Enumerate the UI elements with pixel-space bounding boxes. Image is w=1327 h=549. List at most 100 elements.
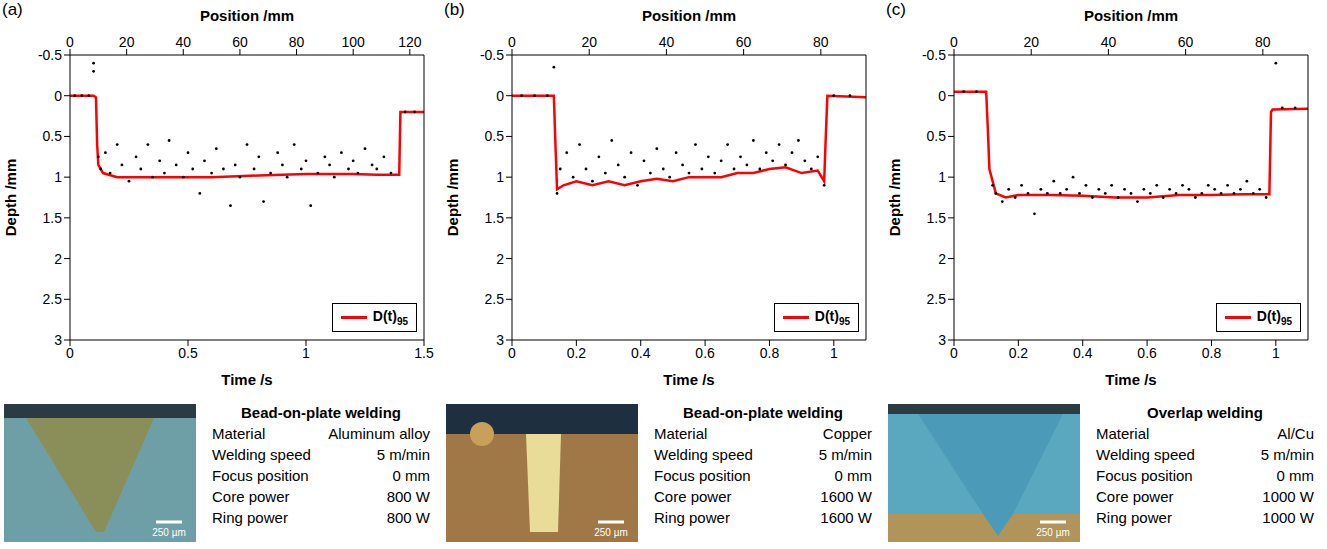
- svg-text:0: 0: [508, 34, 516, 50]
- svg-text:3: 3: [496, 332, 504, 348]
- svg-text:1.5: 1.5: [927, 210, 947, 226]
- svg-text:2.5: 2.5: [485, 291, 505, 307]
- svg-text:1.5: 1.5: [414, 345, 434, 361]
- svg-text:-0.5: -0.5: [480, 47, 504, 63]
- svg-text:40: 40: [175, 34, 191, 50]
- html-text:Material: Material: [212, 425, 266, 442]
- html-text:D(t)95: D(t)95: [814, 308, 850, 327]
- svg-text:2.5: 2.5: [43, 291, 63, 307]
- html-text:Copper: Copper: [822, 425, 872, 442]
- svg-text:-0.5: -0.5: [922, 47, 946, 63]
- svg-text:250 µm: 250 µm: [594, 527, 628, 538]
- svg-text:1.5: 1.5: [43, 210, 63, 226]
- svg-text:0: 0: [938, 88, 946, 104]
- html-text:Ring power: Ring power: [654, 509, 730, 526]
- svg-text:0: 0: [54, 88, 62, 104]
- svg-text:250 µm: 250 µm: [152, 527, 186, 538]
- html-text:0 mm: 0 mm: [834, 467, 872, 484]
- svg-text:0.4: 0.4: [1073, 345, 1093, 361]
- html-text:Welding speed: Welding speed: [654, 446, 753, 463]
- svg-text:0: 0: [496, 88, 504, 104]
- html-text:Aluminum alloy: Aluminum alloy: [328, 425, 430, 442]
- svg-text:1: 1: [54, 169, 62, 185]
- html-text:5 m/min: 5 m/min: [376, 446, 430, 463]
- svg-text:1: 1: [938, 169, 946, 185]
- svg-text:3: 3: [54, 332, 62, 348]
- svg-text:0.8: 0.8: [1202, 345, 1222, 361]
- svg-text:Time /s: Time /s: [1105, 371, 1156, 388]
- html-text:5 m/min: 5 m/min: [818, 446, 872, 463]
- svg-text:0.5: 0.5: [927, 128, 947, 144]
- svg-text:0: 0: [950, 34, 958, 50]
- svg-text:80: 80: [289, 34, 305, 50]
- svg-text:120: 120: [398, 34, 422, 50]
- svg-text:0: 0: [66, 34, 74, 50]
- html-text:1600 W: 1600 W: [820, 509, 872, 526]
- svg-text:60: 60: [736, 34, 752, 50]
- svg-text:Depth /mm: Depth /mm: [444, 159, 461, 237]
- svg-text:-0.5: -0.5: [38, 47, 62, 63]
- html-text:Focus position: Focus position: [212, 467, 309, 484]
- html-text:(c): (c): [886, 0, 906, 19]
- svg-text:40: 40: [1101, 34, 1117, 50]
- svg-text:0: 0: [66, 345, 74, 361]
- html-text:(b): (b): [444, 0, 465, 19]
- html-text:1600 W: 1600 W: [820, 488, 872, 505]
- svg-text:0.5: 0.5: [178, 345, 198, 361]
- svg-text:80: 80: [1255, 34, 1271, 50]
- svg-text:1.5: 1.5: [485, 210, 505, 226]
- html-text:Core power: Core power: [654, 488, 732, 505]
- html-text:Material: Material: [1096, 425, 1150, 442]
- html-text:0 mm: 0 mm: [392, 467, 430, 484]
- svg-text:60: 60: [1178, 34, 1194, 50]
- svg-text:20: 20: [581, 34, 597, 50]
- html-text:Bead-on-plate welding: Bead-on-plate welding: [241, 404, 401, 421]
- svg-text:20: 20: [119, 34, 135, 50]
- svg-text:Time /s: Time /s: [221, 371, 272, 388]
- html-text:Al/Cu: Al/Cu: [1277, 425, 1314, 442]
- html-text:Ring power: Ring power: [212, 509, 288, 526]
- svg-text:2.5: 2.5: [927, 291, 947, 307]
- html-text:Welding speed: Welding speed: [212, 446, 311, 463]
- html-text:800 W: 800 W: [386, 488, 430, 505]
- html-text:Core power: Core power: [212, 488, 290, 505]
- svg-text:0.6: 0.6: [695, 345, 715, 361]
- svg-text:0.2: 0.2: [1009, 345, 1029, 361]
- svg-text:1: 1: [496, 169, 504, 185]
- svg-text:0.4: 0.4: [631, 345, 651, 361]
- svg-text:Depth /mm: Depth /mm: [886, 159, 903, 237]
- svg-text:1: 1: [302, 345, 310, 361]
- svg-text:0.5: 0.5: [43, 128, 63, 144]
- svg-text:Position /mm: Position /mm: [642, 7, 736, 24]
- svg-text:100: 100: [342, 34, 366, 50]
- svg-text:80: 80: [813, 34, 829, 50]
- html-text:Overlap welding: Overlap welding: [1147, 404, 1263, 421]
- svg-text:0.8: 0.8: [760, 345, 780, 361]
- svg-text:1: 1: [1272, 345, 1280, 361]
- svg-text:0.6: 0.6: [1137, 345, 1157, 361]
- svg-text:2: 2: [496, 251, 504, 267]
- svg-text:3: 3: [938, 332, 946, 348]
- html-text:Material: Material: [654, 425, 708, 442]
- html-text:(a): (a): [2, 0, 23, 19]
- svg-text:2: 2: [54, 251, 62, 267]
- svg-text:40: 40: [659, 34, 675, 50]
- svg-text:0.2: 0.2: [567, 345, 587, 361]
- svg-text:2: 2: [938, 251, 946, 267]
- svg-text:0: 0: [950, 345, 958, 361]
- svg-text:Depth /mm: Depth /mm: [2, 159, 19, 237]
- html-text:D(t)95: D(t)95: [372, 308, 408, 327]
- html-text:800 W: 800 W: [386, 509, 430, 526]
- svg-text:250 µm: 250 µm: [1036, 527, 1070, 538]
- svg-text:20: 20: [1023, 34, 1039, 50]
- svg-text:1: 1: [830, 345, 838, 361]
- svg-text:0.5: 0.5: [485, 128, 505, 144]
- svg-text:Position /mm: Position /mm: [1084, 7, 1178, 24]
- html-text:Focus position: Focus position: [654, 467, 751, 484]
- svg-text:60: 60: [232, 34, 248, 50]
- svg-text:0: 0: [508, 345, 516, 361]
- svg-text:Position /mm: Position /mm: [200, 7, 294, 24]
- html-text:D(t)95: D(t)95: [1256, 308, 1292, 327]
- html-text:Bead-on-plate welding: Bead-on-plate welding: [683, 404, 843, 421]
- svg-text:Time /s: Time /s: [663, 371, 714, 388]
